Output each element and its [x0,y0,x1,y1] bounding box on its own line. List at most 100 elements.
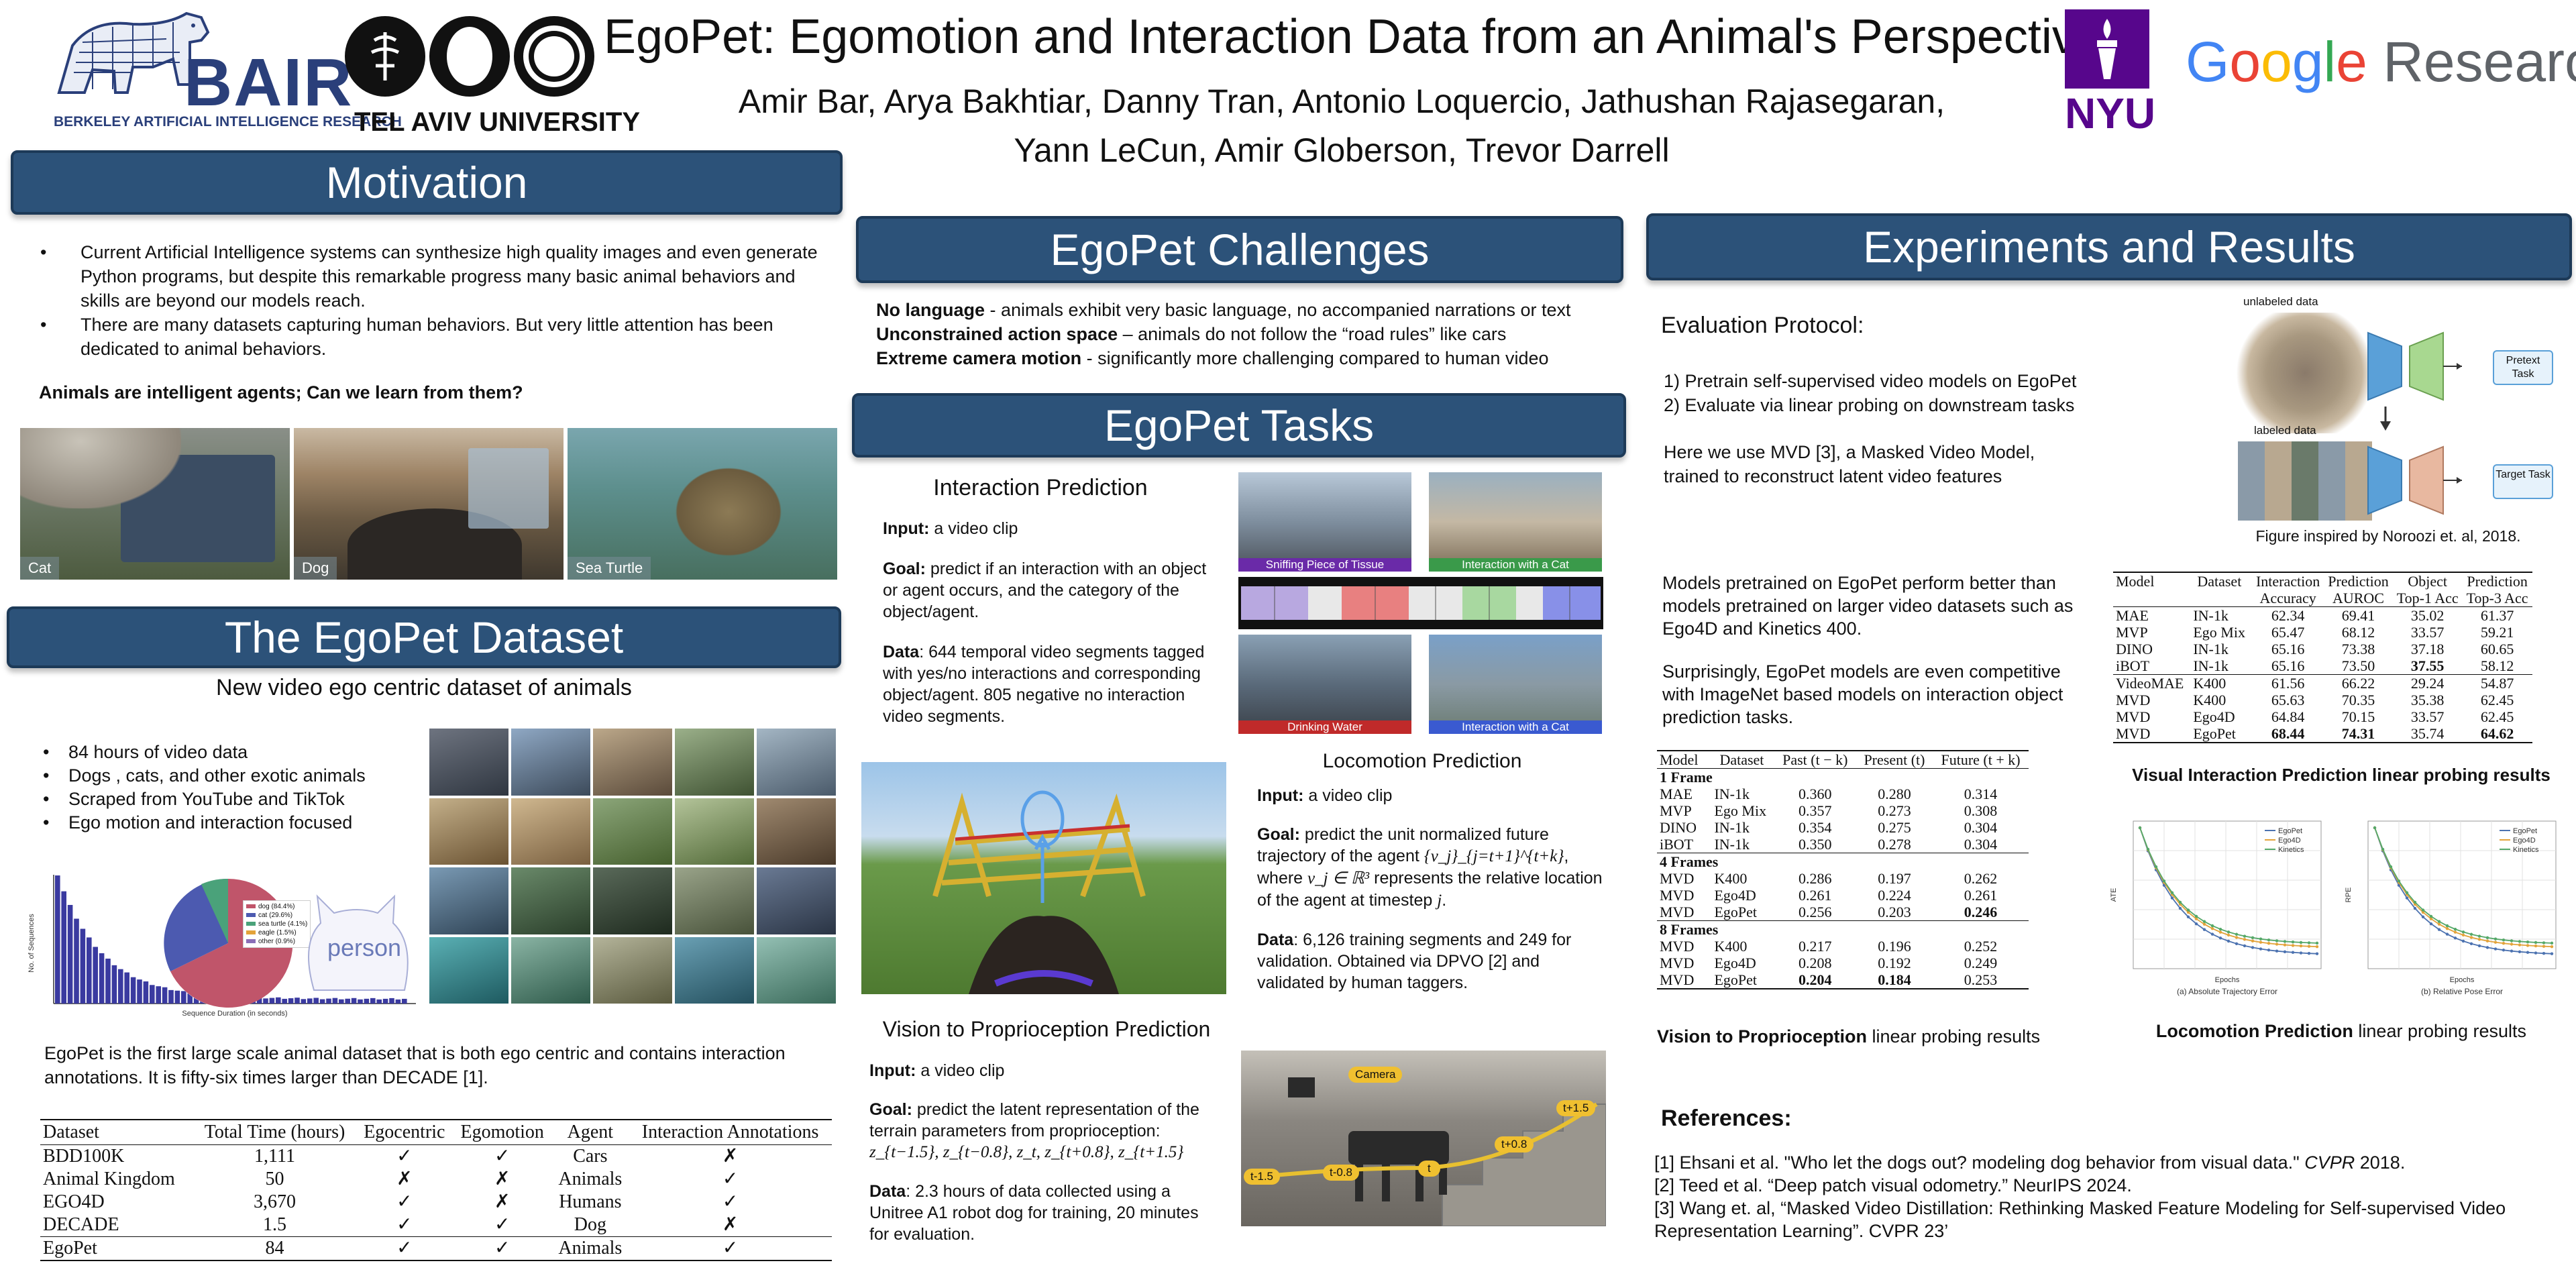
motivation-question: Animals are intelligent agents; Can we l… [39,382,523,402]
pie-legend-item: eagle (1.5%) [258,929,297,936]
protocol-step: 2) Evaluate via linear probing on downst… [1664,395,2075,415]
table-cell: DINO [2116,641,2153,657]
plot-frame [2133,820,2322,969]
table-cell: ✗ [396,1169,413,1189]
dataset-bullet: Scraped from YouTube and TikTok [35,788,411,811]
input-label: Input: [883,519,930,538]
table-cell: Humans [559,1191,622,1212]
series-point [2550,945,2554,949]
table-cell: 37.18 [2410,641,2445,657]
robot-label: t+1.5 [1556,1100,1596,1116]
plot-frame [2367,820,2557,969]
table-cell: Ego4D [1714,955,1756,971]
dataset-thumbnail [593,867,672,934]
histogram-bar [174,990,180,1004]
column-header: Interaction [2255,573,2320,590]
column-subheader: Top-1 Acc [2396,590,2459,606]
protocol-title: Evaluation Protocol: [1661,313,1864,338]
table-cell: 0.192 [1878,955,1911,971]
unlabeled-data-label: unlabeled data [2243,295,2318,308]
histogram-bar [276,997,281,1004]
wordcloud-word: person [327,934,402,961]
column-header: Dataset [2197,573,2242,590]
robot-label: t [1418,1161,1440,1177]
goal-label: Goal: [883,559,926,578]
series-point [2315,945,2319,949]
series-line [2139,827,2318,947]
table-cell: K400 [1714,938,1748,955]
table-cell: Animal Kingdom [43,1169,175,1189]
table-cell: 0.224 [1878,887,1911,904]
table-cell: IN-1k [1714,786,1750,802]
axis-label-x: Epochs [2215,976,2240,984]
google-research-word: Research [2383,30,2576,93]
table-cell: 0.249 [1964,955,1998,971]
table-cell: 70.15 [2341,708,2375,725]
motivation-bullets: Current Artificial Intelligence systems … [27,240,832,361]
dataset-thumbnail [429,867,508,934]
input-text: a video clip [916,1061,1005,1080]
table-cell: Animals [558,1238,623,1258]
table-cell: K400 [1714,870,1748,887]
table-cell: 0.304 [1964,819,1998,836]
input-label: Input: [869,1061,916,1080]
column-header: Total Time (hours) [204,1122,345,1142]
table-cell: 61.37 [2480,607,2514,624]
table-cell: EgoPet [1714,904,1758,920]
table-row: DINO IN-1k 65.16 73.38 37.18 60.65 [2113,641,2532,657]
challenge-text: - significantly more challenging compare… [1081,348,1549,368]
table-row: MVD K400 0.217 0.196 0.252 [1657,938,2029,955]
robot-label: t-1.5 [1244,1169,1281,1185]
histogram-bar [111,965,117,1004]
motivation-heading: Motivation [11,150,843,215]
table-cell: MVP [2116,624,2148,641]
authors-line-2: Yann LeCun, Amir Globerson, Trevor Darre… [1014,131,1670,169]
table-row: MVD EgoPet 0.256 0.203 0.246 [1657,904,2029,921]
table-cell: ✓ [722,1238,739,1258]
histogram-bar [326,998,331,1004]
table-cell: 65.47 [2271,624,2305,641]
input-label: Input: [1257,786,1304,805]
bair-wordmark: BAIR [184,45,354,120]
protocol-step: 1) Pretrain self-supervised video models… [1664,371,2077,391]
histogram-bar [358,999,363,1004]
robot-label: t-0.8 [1323,1165,1360,1181]
reference-item: [1] Ehsani et al. "Who let the dogs out?… [1654,1152,2406,1173]
interaction-frame: Sniffing Piece of Tissue [1238,472,1411,572]
histogram-bar [370,998,376,1004]
dataset-subtitle: New video ego centric dataset of animals [216,675,632,700]
google-research-logo: Google Research [2186,30,2576,97]
finding-1: Models pretrained on EgoPet perform bett… [1662,573,2074,639]
dataset-thumbnail [675,729,754,796]
column-header: Egocentric [364,1122,445,1142]
reference-item: [3] Wang et. al, “Masked Video Distillat… [1654,1198,2506,1241]
dataset-thumbnail [511,798,590,865]
table-cell: IN-1k [2193,607,2229,624]
histogram-bar [345,998,350,1004]
experiments-heading: Experiments and Results [1646,213,2572,280]
table-cell: 74.31 [2341,725,2375,742]
dataset-comparison-table: Dataset Total Time (hours) Egocentric Eg… [40,1119,832,1261]
torch-icon [2097,19,2117,79]
table-cell: ✗ [494,1191,511,1212]
frame-label: Drinking Water [1238,720,1411,734]
table-cell: MAE [2116,607,2149,624]
table-row: DECADE 1.5 ✓ ✓ Dog ✗ [40,1214,832,1237]
table-cell: iBOT [1660,836,1694,853]
interaction-frame: Interaction with a Cat [1429,635,1602,734]
tau-wordmark: TEL AVIV UNIVERSITY [354,107,640,137]
table-cell: 0.253 [1964,971,1998,988]
frame-label: Interaction with a Cat [1429,720,1602,734]
table-cell: DECADE [43,1214,119,1235]
table-cell: 1.5 [263,1214,287,1235]
target-task-box: Target Task [2493,464,2553,499]
axis-label-x: Epochs [2450,976,2475,984]
table-cell: BDD100K [43,1146,125,1167]
column-header: Prediction [2328,573,2389,590]
table-cell: Animals [558,1169,623,1189]
table-row: MAE IN-1k 62.34 69.41 35.02 61.37 [2113,607,2532,625]
table-row: MVP Ego Mix 0.357 0.273 0.308 [1657,802,2029,819]
table-cell: DINO [1660,819,1697,836]
table-cell: 33.57 [2410,708,2445,725]
table-cell: 70.35 [2341,692,2375,708]
